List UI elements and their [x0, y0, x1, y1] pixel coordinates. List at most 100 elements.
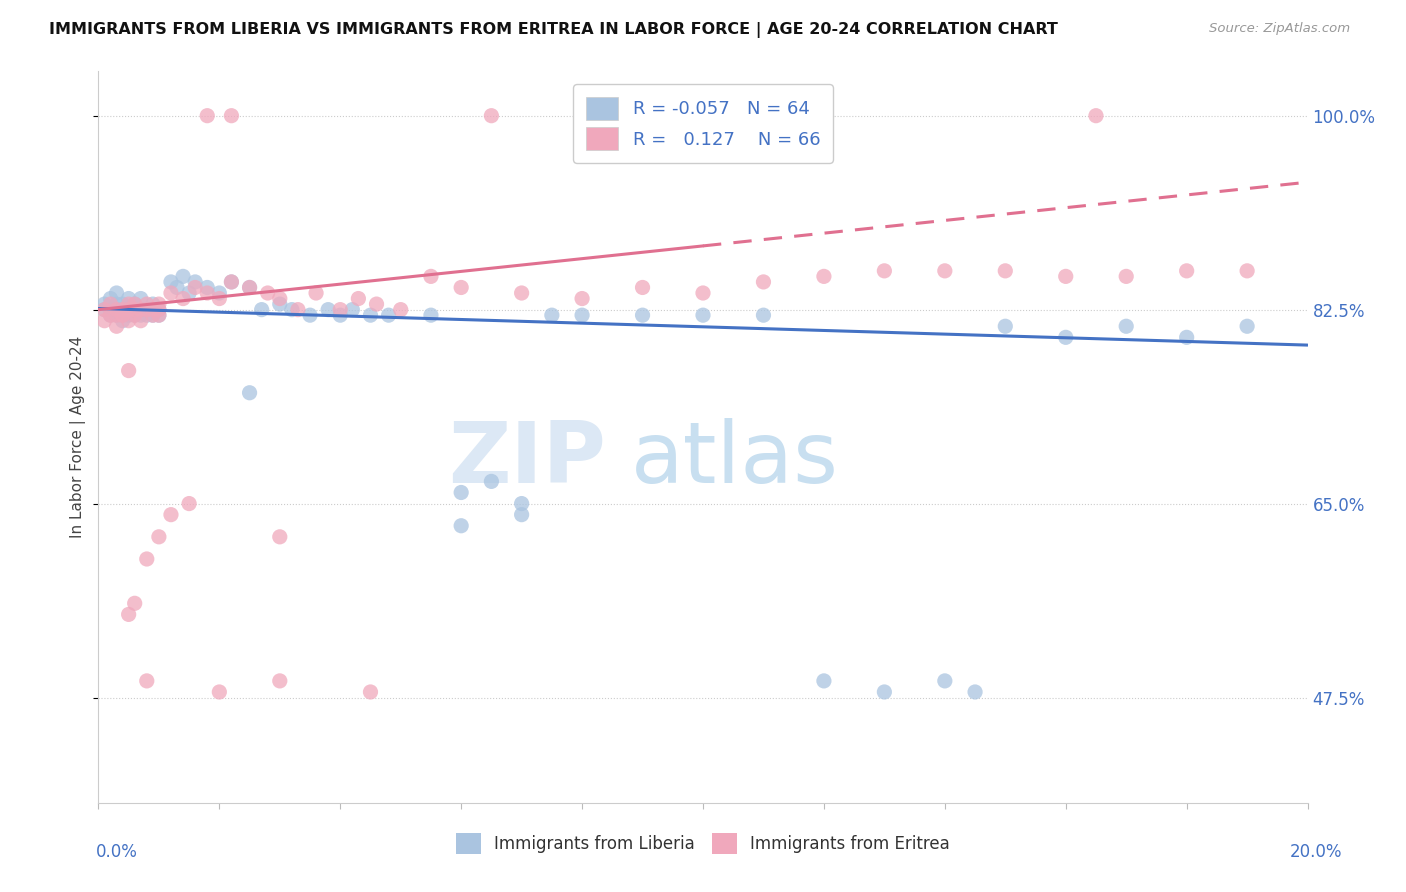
- Point: [299, 308, 322, 322]
- Point: [934, 673, 956, 688]
- Point: [184, 280, 207, 294]
- Point: [316, 302, 339, 317]
- Point: [1115, 269, 1137, 284]
- Point: [142, 308, 165, 322]
- Point: [208, 285, 231, 300]
- Point: [142, 302, 165, 317]
- Point: [124, 302, 146, 317]
- Point: [481, 109, 503, 123]
- Point: [100, 297, 122, 311]
- Point: [160, 508, 183, 522]
- Point: [1175, 330, 1198, 344]
- Point: [105, 319, 128, 334]
- Point: [118, 302, 141, 317]
- Point: [329, 302, 352, 317]
- Point: [118, 363, 141, 377]
- Point: [481, 475, 503, 489]
- Text: atlas: atlas: [630, 417, 838, 500]
- Text: ZIP: ZIP: [449, 417, 606, 500]
- Point: [450, 518, 472, 533]
- Point: [366, 297, 388, 311]
- Point: [129, 314, 152, 328]
- Point: [420, 269, 443, 284]
- Point: [813, 673, 835, 688]
- Point: [142, 308, 165, 322]
- Point: [221, 275, 243, 289]
- Point: [111, 297, 134, 311]
- Point: [100, 308, 122, 322]
- Point: [510, 508, 533, 522]
- Point: [571, 292, 593, 306]
- Point: [105, 302, 128, 317]
- Point: [135, 302, 157, 317]
- Point: [100, 292, 122, 306]
- Point: [450, 485, 472, 500]
- Point: [100, 302, 122, 317]
- Point: [111, 314, 134, 328]
- Point: [135, 673, 157, 688]
- Point: [148, 302, 170, 317]
- Point: [873, 264, 896, 278]
- Y-axis label: In Labor Force | Age 20-24: In Labor Force | Age 20-24: [69, 336, 86, 538]
- Point: [1054, 269, 1077, 284]
- Point: [510, 285, 533, 300]
- Point: [342, 302, 364, 317]
- Point: [1054, 330, 1077, 344]
- Point: [105, 297, 128, 311]
- Point: [129, 302, 152, 317]
- Point: [752, 275, 775, 289]
- Point: [179, 285, 201, 300]
- Point: [631, 308, 654, 322]
- Point: [873, 685, 896, 699]
- Point: [111, 308, 134, 322]
- Point: [195, 109, 218, 123]
- Point: [256, 285, 278, 300]
- Point: [111, 302, 134, 317]
- Point: [347, 292, 370, 306]
- Point: [1115, 319, 1137, 334]
- Point: [208, 292, 231, 306]
- Point: [118, 308, 141, 322]
- Point: [93, 314, 115, 328]
- Point: [105, 285, 128, 300]
- Point: [360, 308, 382, 322]
- Point: [1236, 264, 1258, 278]
- Point: [118, 292, 141, 306]
- Point: [124, 297, 146, 311]
- Point: [129, 308, 152, 322]
- Point: [420, 308, 443, 322]
- Point: [329, 308, 352, 322]
- Point: [100, 308, 122, 322]
- Point: [752, 308, 775, 322]
- Point: [1236, 319, 1258, 334]
- Point: [281, 302, 304, 317]
- Point: [269, 297, 291, 311]
- Point: [269, 673, 291, 688]
- Point: [269, 292, 291, 306]
- Point: [129, 292, 152, 306]
- Text: IMMIGRANTS FROM LIBERIA VS IMMIGRANTS FROM ERITREA IN LABOR FORCE | AGE 20-24 CO: IMMIGRANTS FROM LIBERIA VS IMMIGRANTS FR…: [49, 22, 1059, 38]
- Point: [208, 685, 231, 699]
- Point: [160, 275, 183, 289]
- Point: [160, 285, 183, 300]
- Point: [221, 275, 243, 289]
- Text: Source: ZipAtlas.com: Source: ZipAtlas.com: [1209, 22, 1350, 36]
- Point: [124, 297, 146, 311]
- Point: [360, 685, 382, 699]
- Point: [965, 685, 987, 699]
- Point: [148, 308, 170, 322]
- Point: [179, 497, 201, 511]
- Point: [148, 530, 170, 544]
- Point: [124, 308, 146, 322]
- Point: [239, 385, 262, 400]
- Point: [124, 308, 146, 322]
- Point: [135, 552, 157, 566]
- Point: [124, 302, 146, 317]
- Point: [118, 297, 141, 311]
- Point: [111, 302, 134, 317]
- Point: [510, 497, 533, 511]
- Point: [105, 302, 128, 317]
- Point: [111, 308, 134, 322]
- Point: [239, 280, 262, 294]
- Point: [305, 285, 328, 300]
